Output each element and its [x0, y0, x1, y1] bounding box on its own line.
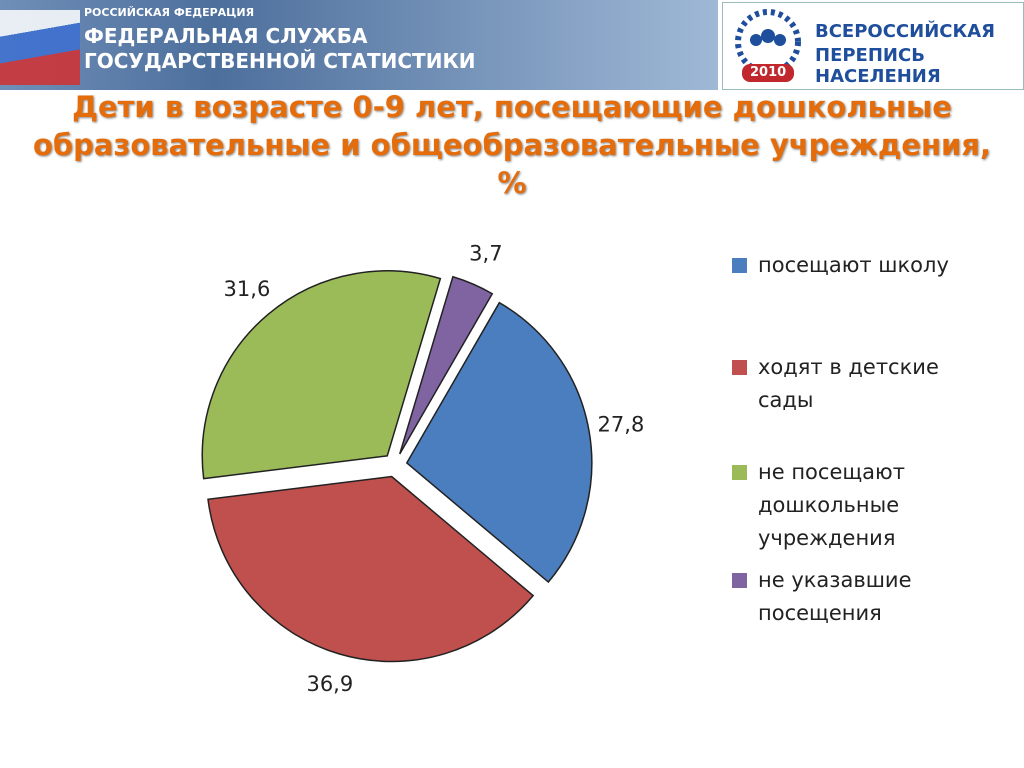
- legend-entry: ходят в детские сады: [732, 351, 998, 417]
- legend-entry: не указавшие посещения: [732, 564, 998, 630]
- data-label: 27,8: [598, 412, 645, 436]
- census-logo: 2010 ВСЕРОССИЙСКАЯ ПЕРЕПИСЬ НАСЕЛЕНИЯ: [722, 2, 1024, 90]
- legend-swatch: [732, 573, 747, 588]
- legend-label: ходят в детские сады: [758, 355, 939, 412]
- pie-slice: [201, 270, 442, 480]
- legend-swatch: [732, 465, 747, 480]
- census-name: ВСЕРОССИЙСКАЯ: [815, 21, 995, 42]
- legend-swatch: [732, 258, 747, 273]
- data-label: 36,9: [306, 672, 353, 696]
- legend-swatch: [732, 360, 747, 375]
- data-label: 31,6: [224, 277, 271, 301]
- pie-slice: [405, 301, 593, 584]
- flag: [0, 10, 80, 85]
- pie-slice: [399, 275, 494, 455]
- logo-icon: [735, 9, 801, 82]
- legend-label: не посещают дошкольные учреждения: [758, 460, 905, 550]
- country: РОССИЙСКАЯ ФЕДЕРАЦИЯ: [84, 6, 255, 19]
- chart: 27,8 36,9 31,6 3,7: [201, 241, 645, 696]
- agency: ГОСУДАРСТВЕННОЙ СТАТИСТИКИ: [84, 49, 476, 73]
- legend-entry: не посещают дошкольные учреждения: [732, 456, 998, 555]
- chart-title: Дети в возрасте 0-9 лет, посещающие дошк…: [32, 90, 992, 200]
- legend-label: не указавшие посещения: [758, 568, 912, 625]
- data-label: 3,7: [469, 241, 502, 265]
- legend-entry: посещают школу: [732, 249, 998, 282]
- pie-slice: [207, 475, 535, 663]
- agency: ФЕДЕРАЛЬНАЯ СЛУЖБА: [84, 24, 368, 48]
- legend-label: посещают школу: [758, 253, 949, 277]
- header-banner: РОССИЙСКАЯ ФЕДЕРАЦИЯ ФЕДЕРАЛЬНАЯ СЛУЖБА …: [0, 0, 718, 90]
- census-name: ПЕРЕПИСЬ НАСЕЛЕНИЯ: [815, 45, 941, 87]
- census-year: 2010: [750, 65, 787, 80]
